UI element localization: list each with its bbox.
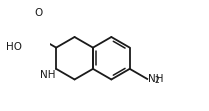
Text: 2: 2: [154, 76, 159, 85]
Text: NH: NH: [148, 73, 163, 84]
Text: NH: NH: [40, 70, 56, 80]
Text: O: O: [34, 8, 43, 18]
Text: HO: HO: [6, 42, 22, 52]
